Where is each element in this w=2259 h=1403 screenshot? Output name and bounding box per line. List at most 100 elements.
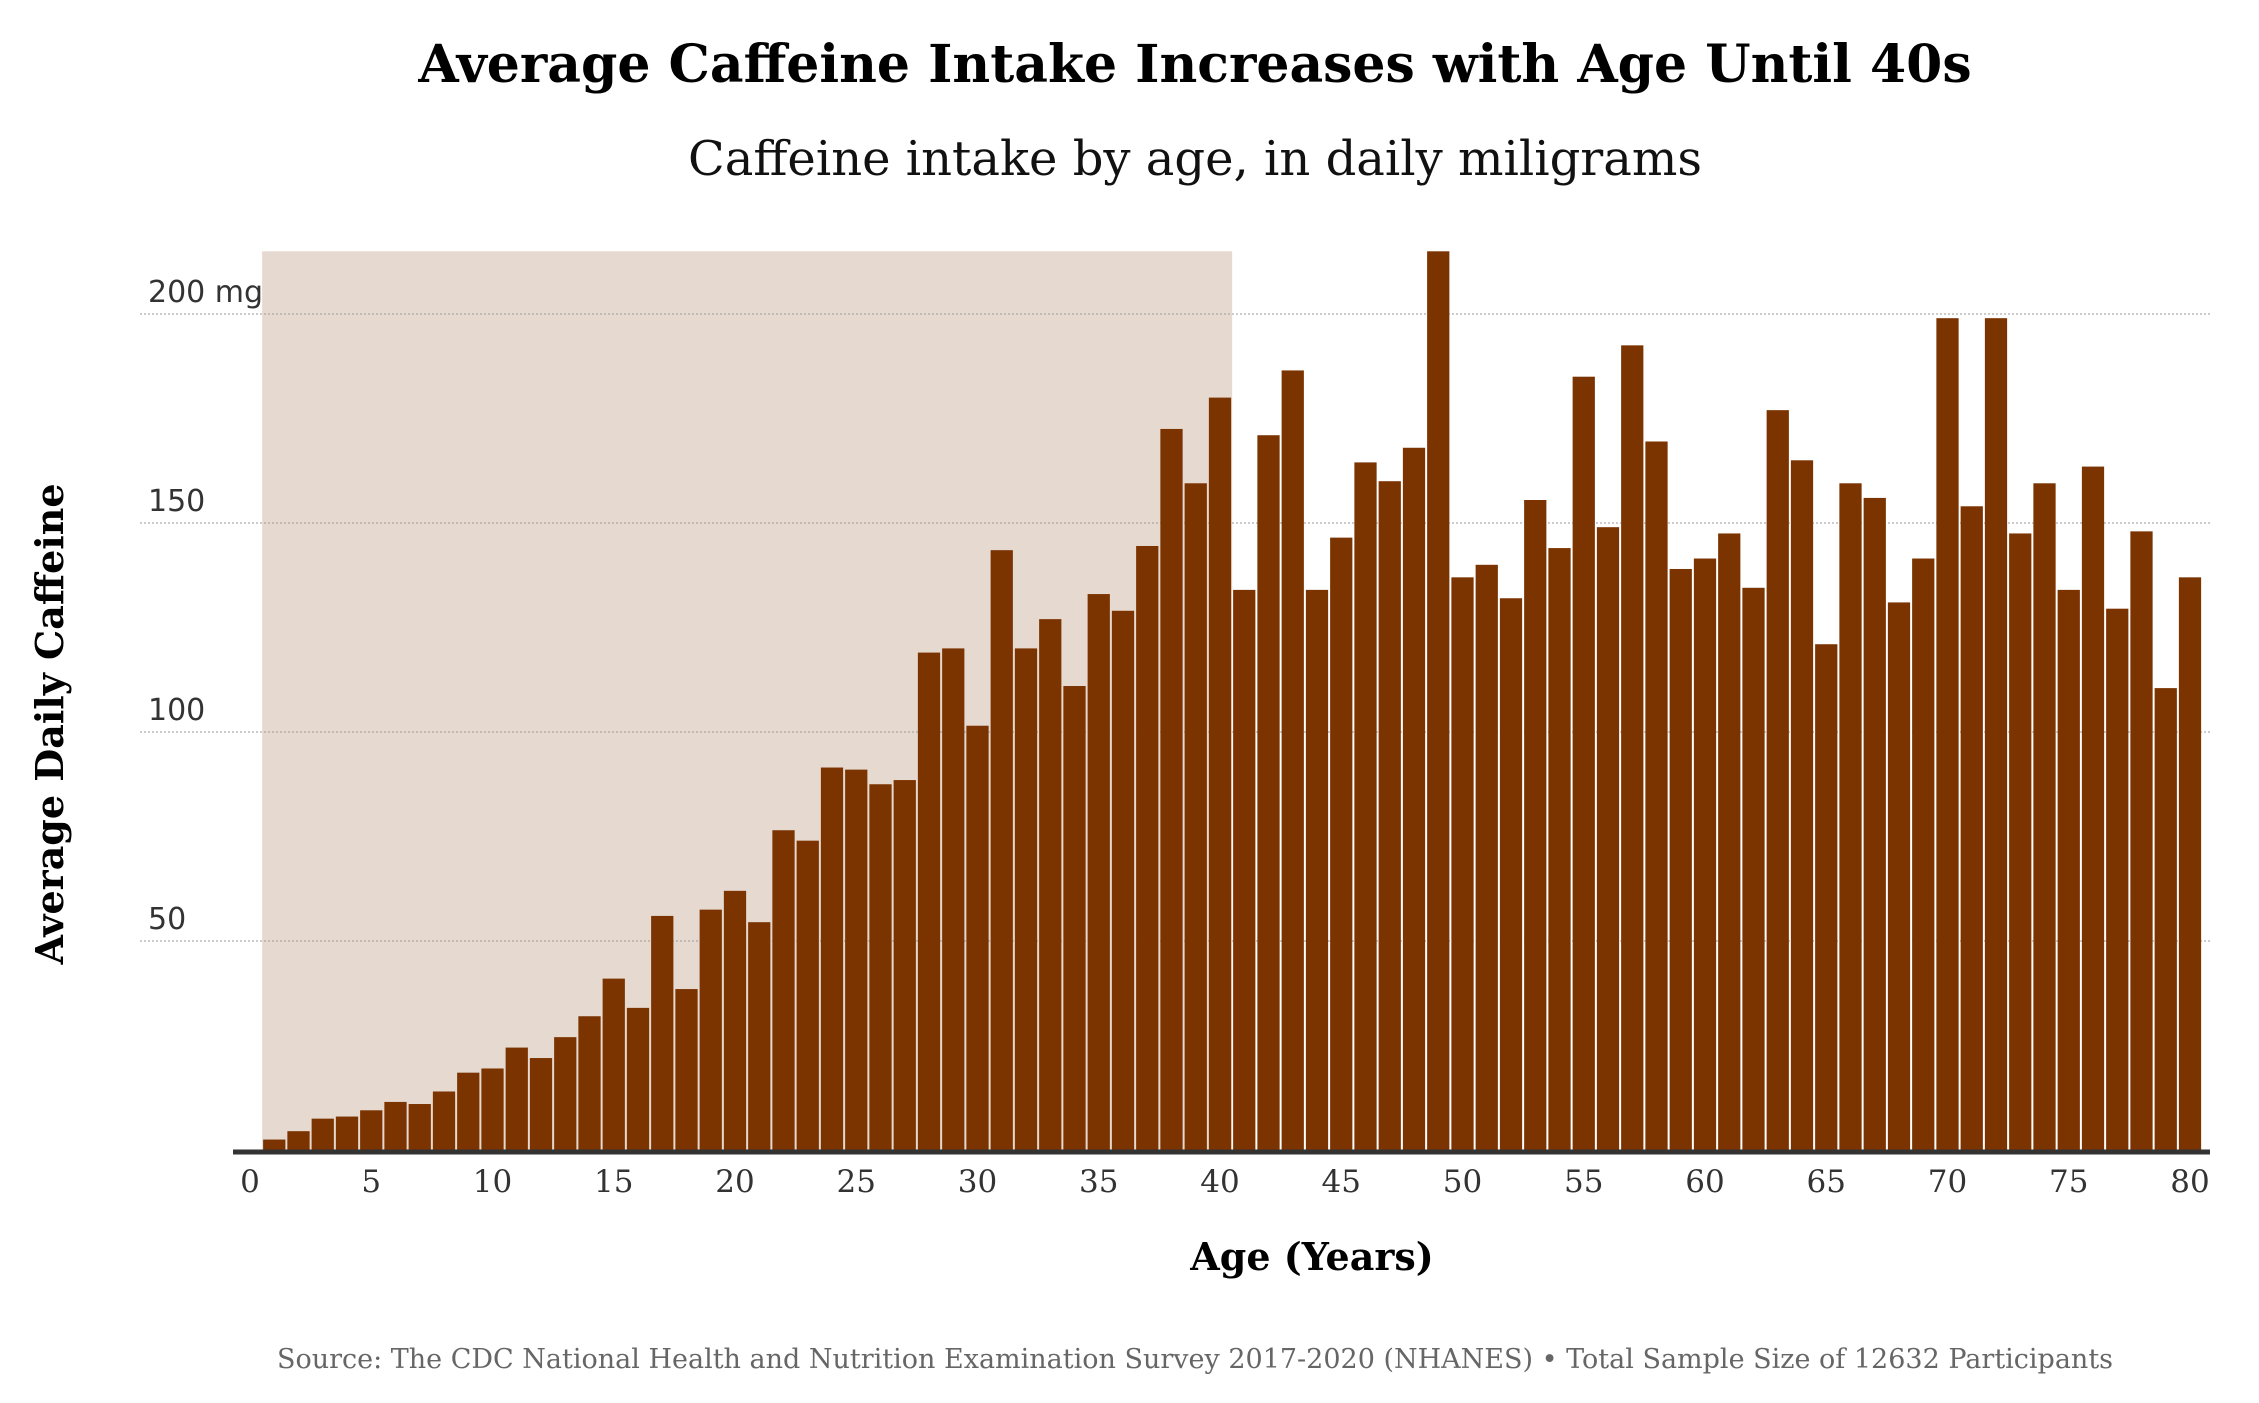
bar-age-68 (1887, 602, 1911, 1150)
bar-age-80 (2178, 577, 2202, 1150)
bar-age-53 (1524, 500, 1547, 1150)
bar-age-18 (675, 989, 698, 1150)
bar-age-42 (1257, 435, 1280, 1151)
chart-title: Average Caffeine Intake Increases with A… (417, 34, 1971, 95)
bar-age-54 (1548, 548, 1571, 1150)
bar-age-27 (893, 780, 916, 1150)
x-tick-label: 5 (361, 1164, 381, 1200)
bar-age-49 (1427, 251, 1450, 1151)
bar-age-74 (2033, 483, 2056, 1150)
bar-age-61 (1718, 533, 1741, 1150)
bar-age-1 (263, 1139, 286, 1150)
bar-age-10 (481, 1068, 504, 1150)
bar-age-23 (796, 840, 819, 1150)
bar-age-13 (554, 1037, 577, 1150)
bar-age-37 (1136, 545, 1159, 1150)
bar-age-52 (1499, 598, 1523, 1150)
bar-age-73 (2009, 533, 2032, 1150)
bar-age-77 (2106, 608, 2129, 1150)
bar-age-44 (1305, 589, 1329, 1150)
bar-age-21 (748, 922, 771, 1150)
bar-age-66 (1839, 483, 1862, 1150)
x-tick-labels: 0 5 10 15 20 25 30 35 40 45 50 55 60 65 70 75 80 (240, 1164, 2210, 1200)
bar-age-16 (626, 1007, 650, 1150)
bar-age-69 (1912, 558, 1935, 1150)
bar-age-50 (1451, 577, 1474, 1150)
bar-age-8 (432, 1091, 456, 1150)
bar-age-57 (1621, 345, 1644, 1151)
bar-age-20 (723, 890, 747, 1150)
x-axis-title: Age (Years) (1189, 1234, 1433, 1279)
bar-age-62 (1742, 587, 1765, 1150)
bar-age-43 (1281, 370, 1304, 1150)
x-tick-label: 50 (1443, 1164, 1482, 1200)
bar-age-51 (1475, 564, 1498, 1150)
bar-age-33 (1039, 619, 1062, 1150)
x-tick-label: 75 (2049, 1164, 2088, 1200)
bar-age-2 (287, 1131, 310, 1150)
y-axis-title: Average Daily Caffeine (27, 483, 72, 965)
bar-age-56 (1596, 527, 1620, 1150)
bar-age-38 (1160, 428, 1183, 1150)
y-tick-label: 50 (148, 902, 186, 937)
x-tick-label: 35 (1079, 1164, 1118, 1200)
bar-age-40 (1208, 397, 1232, 1151)
bar-age-24 (820, 767, 844, 1150)
bar-age-3 (311, 1118, 334, 1150)
bar-age-46 (1354, 462, 1377, 1150)
bar-age-79 (2154, 688, 2177, 1150)
x-tick-label: 10 (473, 1164, 512, 1200)
x-tick-label: 65 (1807, 1164, 1846, 1200)
bar-age-70 (1936, 318, 1959, 1150)
y-tick-label: 150 (148, 484, 205, 519)
y-tick-labels: 50 100 150 200 mg (148, 275, 263, 937)
bar-age-55 (1572, 376, 1595, 1150)
bar-age-35 (1087, 594, 1110, 1150)
bar-age-4 (335, 1116, 359, 1150)
bar-age-59 (1669, 568, 1692, 1150)
bar-age-39 (1184, 483, 1207, 1150)
bar-age-11 (505, 1047, 528, 1150)
bar-age-7 (408, 1104, 431, 1150)
bar-age-31 (990, 550, 1013, 1150)
bar-age-22 (772, 830, 795, 1150)
bar-age-15 (602, 978, 625, 1150)
bar-age-64 (1790, 460, 1814, 1150)
bar-age-19 (699, 909, 722, 1150)
bar-age-36 (1111, 610, 1135, 1150)
y-tick-label: 200 mg (148, 275, 263, 310)
bar-age-29 (942, 648, 965, 1150)
bar-age-76 (2081, 466, 2105, 1150)
bar-age-14 (578, 1016, 601, 1150)
bar-age-5 (360, 1110, 383, 1150)
bar-age-25 (845, 769, 868, 1150)
bar-age-58 (1645, 441, 1668, 1150)
bar-age-45 (1330, 537, 1353, 1150)
x-tick-label: 25 (837, 1164, 876, 1200)
bar-age-75 (2057, 589, 2080, 1150)
bar-age-72 (1984, 318, 2008, 1150)
x-tick-label: 45 (1322, 1164, 1361, 1200)
bar-age-9 (457, 1072, 480, 1150)
x-tick-label: 60 (1685, 1164, 1724, 1200)
bar-age-30 (966, 725, 989, 1150)
bar-age-60 (1693, 558, 1717, 1150)
bars (263, 251, 2202, 1151)
bar-age-6 (384, 1101, 407, 1150)
x-tick-label: 70 (1928, 1164, 1967, 1200)
x-tick-label: 55 (1564, 1164, 1603, 1200)
bar-age-71 (1960, 506, 1983, 1150)
bar-age-65 (1815, 644, 1838, 1150)
bar-age-67 (1863, 497, 1886, 1150)
x-tick-label: 30 (958, 1164, 997, 1200)
x-tick-label: 40 (1200, 1164, 1239, 1200)
chart-subtitle: Caffeine intake by age, in daily miligra… (688, 131, 1702, 187)
bar-age-41 (1233, 589, 1256, 1150)
x-tick-label: 20 (715, 1164, 754, 1200)
y-tick-label: 100 (148, 693, 205, 728)
highlight-band (262, 251, 1233, 1151)
bar-age-63 (1766, 410, 1789, 1150)
bar-age-12 (529, 1058, 553, 1150)
bar-age-34 (1063, 686, 1086, 1150)
